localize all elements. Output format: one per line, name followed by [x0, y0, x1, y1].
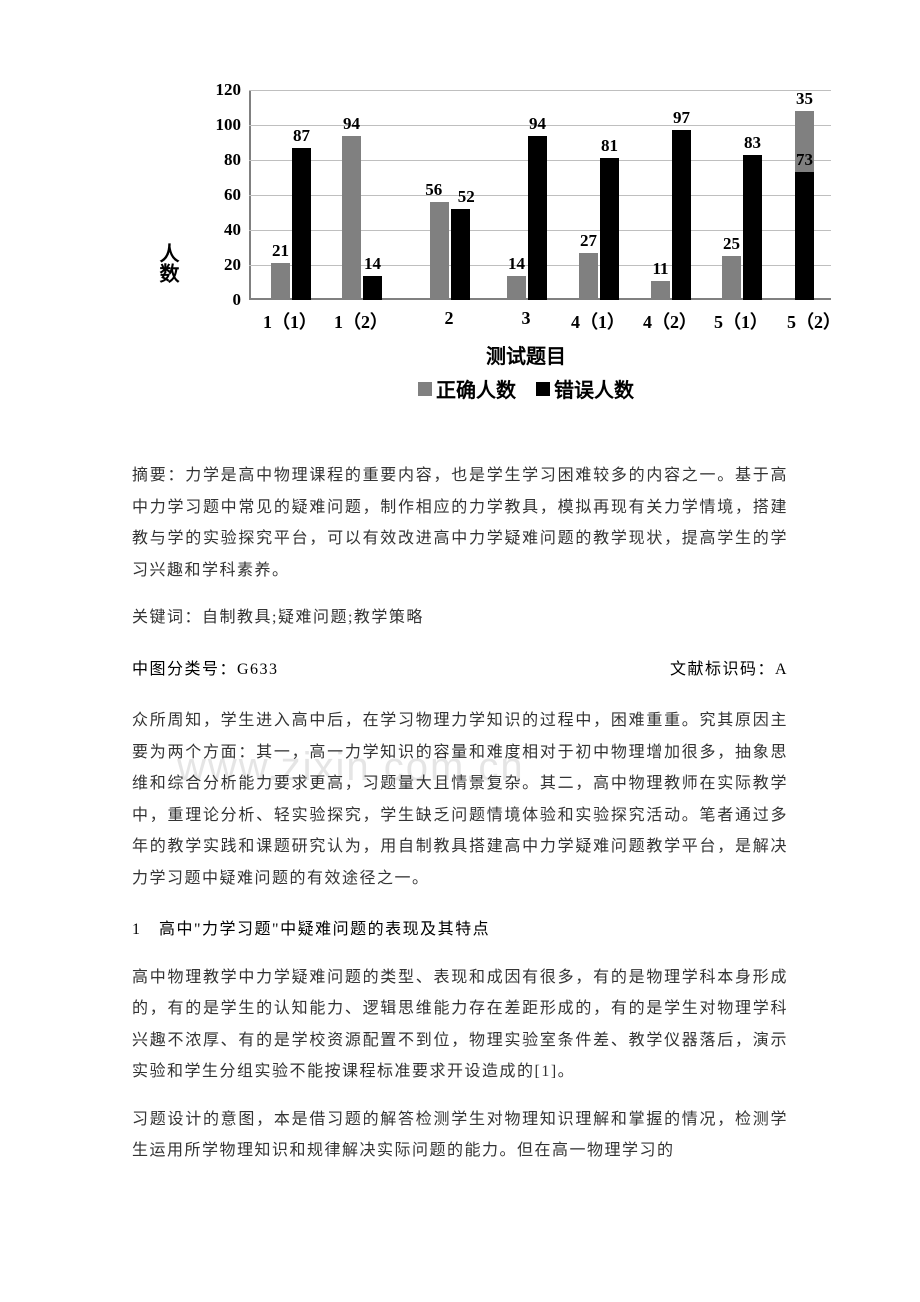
bar-value-label: 52 — [458, 187, 475, 207]
body-paragraph-2: 高中物理教学中力学疑难问题的类型、表现和成因有很多，有的是物理学科本身形成的，有… — [132, 962, 788, 1088]
bar-correct: 14 — [507, 276, 526, 301]
bar-correct: 11 — [651, 281, 670, 300]
bar-correct: 56 — [430, 202, 449, 300]
bars-area: 21879414565214942781119725833573 — [249, 90, 831, 300]
bar-value-label: 94 — [529, 114, 546, 134]
x-tick-label: 1（2） — [331, 308, 391, 334]
x-tick-label: 5（2） — [784, 308, 844, 334]
abstract-text: 摘要：力学是高中物理课程的重要内容，也是学生学习困难较多的内容之一。基于高中力学… — [132, 460, 788, 586]
bar-value-label: 94 — [343, 114, 360, 134]
y-tick-label: 40 — [224, 220, 241, 240]
bar-group: 2583 — [722, 155, 762, 300]
legend-box-wrong — [536, 382, 550, 396]
bar-value-label: 56 — [425, 180, 442, 200]
bar-value-label: 35 — [796, 89, 813, 109]
bar-value-label: 87 — [293, 126, 310, 146]
bar-wrong: 87 — [292, 148, 311, 300]
bar-value-label: 21 — [272, 241, 289, 261]
bar-group: 1494 — [507, 136, 547, 301]
document-code: 文献标识码：A — [670, 654, 788, 686]
bar-group: 9414 — [342, 136, 382, 301]
x-tick-label: 3 — [496, 308, 556, 329]
y-tick-label: 20 — [224, 255, 241, 275]
bar-value-label: 73 — [796, 150, 813, 170]
bar-correct: 27 — [579, 253, 598, 300]
x-tick-label: 4（1） — [568, 308, 628, 334]
legend-label-correct: 正确人数 — [436, 374, 516, 403]
bar-value-label: 14 — [508, 254, 525, 274]
body-paragraph-3: 习题设计的意图，本是借习题的解答检测学生对物理知识理解和掌握的情况，检测学生运用… — [132, 1104, 788, 1167]
bar-value-label: 14 — [364, 254, 381, 274]
legend-item-wrong: 错误人数 — [536, 374, 634, 403]
bar-wrong: 52 — [451, 209, 470, 300]
y-tick-label: 100 — [216, 115, 242, 135]
x-tick-label: 4（2） — [640, 308, 700, 334]
bar-value-label: 97 — [673, 108, 690, 128]
classification-number: 中图分类号：G633 — [132, 654, 279, 686]
keywords-text: 关键词：自制教具;疑难问题;教学策略 — [132, 609, 424, 626]
y-tick-label: 60 — [224, 185, 241, 205]
bar-group: 1197 — [651, 130, 691, 300]
bar-correct: 94 — [342, 136, 361, 301]
bar-wrong: 81 — [600, 158, 619, 300]
legend-item-correct: 正确人数 — [418, 374, 516, 403]
bar-wrong: 97 — [672, 130, 691, 300]
bar-wrong: 14 — [363, 276, 382, 301]
chart-plot-area: 020406080100120 218794145652149427811197… — [221, 90, 831, 300]
bar-group: 3573 — [795, 111, 831, 300]
bar-wrong: 73 — [795, 172, 814, 300]
bar-wrong: 94 — [528, 136, 547, 301]
legend-box-correct — [418, 382, 432, 396]
bar-value-label: 11 — [652, 259, 668, 279]
bar-group: 5652 — [430, 202, 470, 300]
bar-value-label: 81 — [601, 136, 618, 156]
x-tick-label: 2 — [419, 308, 479, 329]
bar-group: 2187 — [271, 148, 311, 300]
y-tick-label: 120 — [216, 80, 242, 100]
y-tick-label: 80 — [224, 150, 241, 170]
metadata-row: 中图分类号：G633 文献标识码：A — [132, 654, 788, 686]
bar-value-label: 27 — [580, 231, 597, 251]
bar-group: 2781 — [579, 158, 619, 300]
y-tick-label: 0 — [233, 290, 242, 310]
x-axis-title: 测试题目 — [486, 340, 566, 369]
x-tick-label: 1（1） — [260, 308, 320, 334]
bar-correct: 21 — [271, 263, 290, 300]
document-body: 摘要：力学是高中物理课程的重要内容，也是学生学习困难较多的内容之一。基于高中力学… — [132, 460, 788, 1167]
bar-wrong: 83 — [743, 155, 762, 300]
body-paragraph-1: 众所周知，学生进入高中后，在学习物理力学知识的过程中，困难重重。究其原因主要为两… — [132, 705, 788, 894]
section-1-title: 1 高中"力学习题"中疑难问题的表现及其特点 — [132, 914, 788, 946]
bar-chart: 人数 020406080100120 218794145652149427811… — [183, 90, 831, 436]
bar-value-label: 83 — [744, 133, 761, 153]
bar-value-label: 25 — [723, 234, 740, 254]
bar-correct: 25 — [722, 256, 741, 300]
x-tick-label: 5（1） — [711, 308, 771, 334]
y-axis-label: 人数 — [153, 243, 182, 283]
chart-legend: 正确人数 错误人数 — [418, 374, 634, 403]
legend-label-wrong: 错误人数 — [554, 374, 634, 403]
